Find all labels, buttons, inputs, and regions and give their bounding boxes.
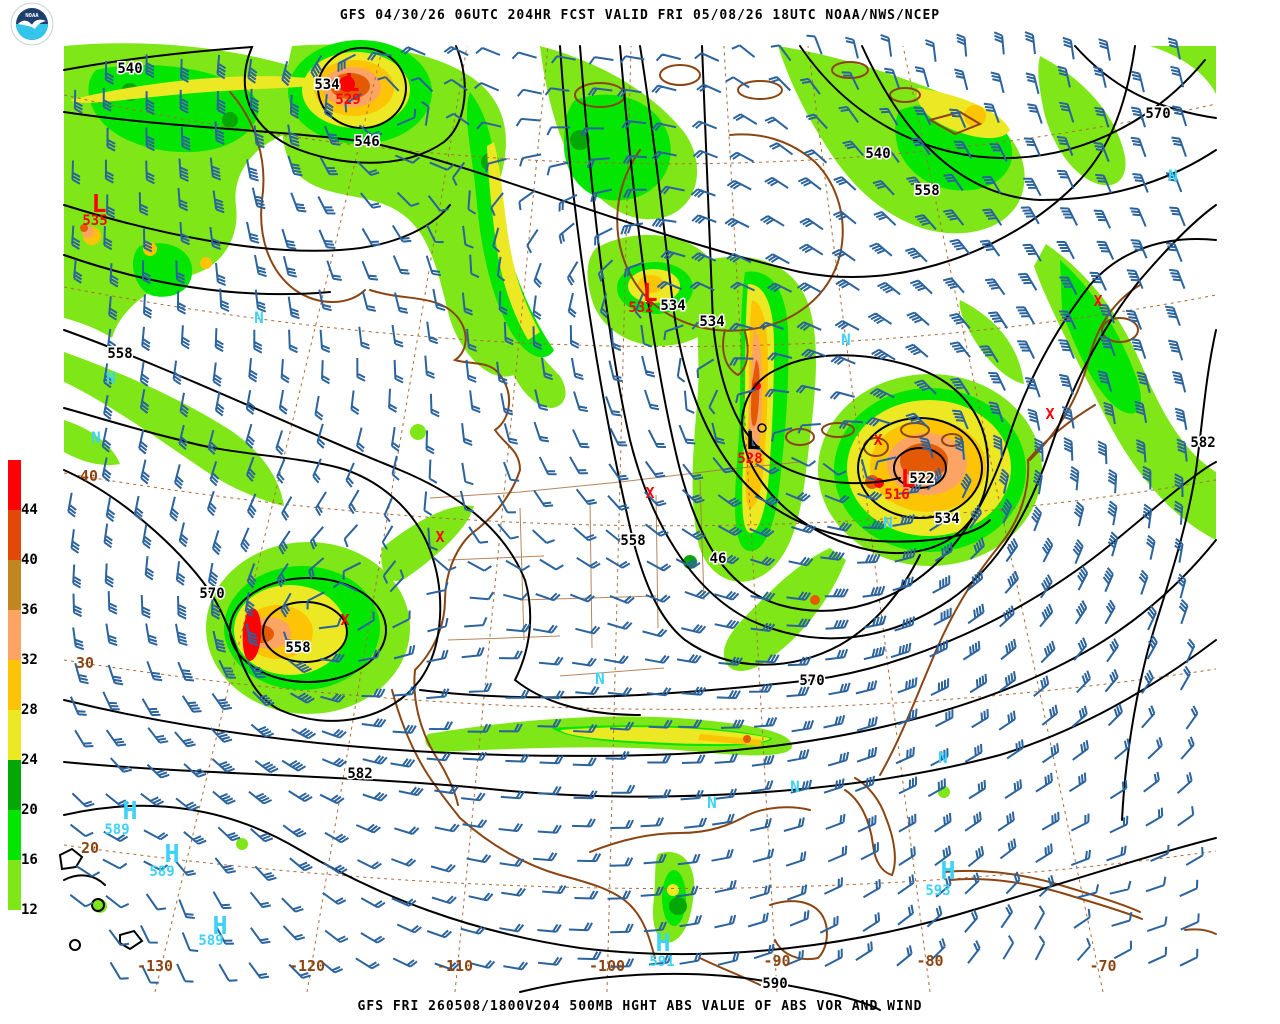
colorbar-segment	[8, 860, 21, 910]
vort-min-mark: N	[91, 428, 101, 447]
top-title: GFS 04/30/26 06UTC 204HR FCST VALID FRI …	[339, 8, 941, 23]
contour-label: 546	[354, 134, 379, 150]
longitude-label: -70	[1089, 957, 1116, 975]
low-center-symbol: L	[642, 278, 657, 307]
high-center-value: 591	[649, 954, 674, 970]
vort-min-mark: N	[254, 308, 264, 327]
contour-label: 534	[660, 298, 685, 314]
vorticity-shading	[64, 40, 1216, 943]
vort-min-mark: N	[106, 368, 116, 387]
longitude-label: -120	[289, 957, 325, 975]
vort-min-mark: N	[1168, 166, 1178, 185]
colorbar-label: 36	[21, 602, 38, 618]
vort-min-mark: N	[790, 777, 800, 796]
longitude-label: -90	[763, 952, 790, 970]
contour-label: 540	[117, 61, 142, 77]
low-center-value: 529	[335, 92, 360, 108]
high-center-value: 589	[104, 822, 129, 838]
contour-label: 558	[620, 533, 645, 549]
colorbar-segment	[8, 660, 21, 710]
contour-label: 558	[285, 640, 310, 656]
contour-label: 540	[865, 146, 890, 162]
high-center-symbol: H	[655, 928, 670, 957]
vort-max-mark: X	[435, 528, 444, 546]
wind-barb-field	[67, 31, 1204, 984]
state-borders	[429, 461, 801, 677]
contour-label: 534	[934, 511, 959, 527]
colorbar-segment	[8, 510, 21, 560]
contour-label: 522	[909, 471, 934, 487]
vort-max-mark: X	[1093, 292, 1102, 310]
vort-min-mark: N	[841, 330, 851, 349]
low-center-symbol: L	[344, 68, 359, 97]
colorbar-segments	[8, 460, 21, 960]
colorbar-label: 28	[21, 702, 38, 718]
colorbar-label: 40	[21, 552, 38, 568]
latitude-label: 30	[76, 654, 94, 672]
map-labels: 540 534 546 558 534 534 540 558 570 558 46 570 558 58…	[76, 60, 1217, 994]
colorbar-segment	[8, 760, 21, 810]
low-center-value: 532	[628, 300, 653, 316]
contour-label: 534	[314, 77, 339, 93]
high-center-value: 589	[198, 933, 223, 949]
noaa-logo-sea	[16, 24, 48, 40]
low-center-symbol: L	[745, 426, 760, 455]
high-center-symbol: H	[212, 911, 227, 940]
colorbar-segment	[8, 460, 21, 510]
colorbar-label: 24	[21, 752, 38, 768]
longitude-label: -100	[589, 957, 625, 975]
colorbar-label: 44	[21, 502, 38, 518]
noaa-bird-icon	[18, 19, 46, 29]
contour-label: 582	[347, 766, 372, 782]
high-center-value: 589	[149, 864, 174, 880]
vort-max-mark: X	[645, 484, 654, 502]
colorbar-segment	[8, 810, 21, 860]
contour-label: 570	[199, 586, 224, 602]
vort-min-mark: N	[707, 793, 717, 812]
vort-min-mark: N	[883, 513, 893, 532]
vort-min-mark: N	[595, 669, 605, 688]
low-center-symbol: L	[900, 464, 915, 493]
high-center-value: 593	[925, 883, 950, 899]
low-center-value: 516	[884, 487, 909, 503]
noaa-logo: NOAA	[10, 2, 54, 46]
colorbar-label: 12	[21, 902, 38, 918]
latitude-label: 40	[80, 467, 98, 485]
low-center-value: 528	[737, 451, 762, 467]
vorticity-colorbar: 44 40 36 32 28 24 20 16 12	[8, 460, 54, 970]
latitude-label: 20	[81, 839, 99, 857]
contour-label: 534	[699, 314, 724, 330]
colorbar-segment	[8, 710, 21, 760]
contour-label: 590	[762, 976, 787, 992]
vort-max-mark: X	[1045, 405, 1054, 423]
high-center-symbol: H	[122, 796, 137, 825]
vort-max-mark: X	[340, 611, 349, 629]
low-center-symbol: L	[91, 189, 106, 218]
high-center-symbol: H	[940, 856, 955, 885]
contour-label: 570	[1145, 106, 1170, 122]
colorbar-label: 32	[21, 652, 38, 668]
longitude-label: -80	[916, 952, 943, 970]
colorbar-label: 20	[21, 802, 38, 818]
vort-max-mark: X	[873, 431, 882, 449]
noaa-logo-text: NOAA	[25, 13, 39, 19]
low-center-value: 535	[82, 213, 107, 229]
high-center-symbol: H	[164, 839, 179, 868]
colorbar-segment	[8, 560, 21, 610]
longitude-label: -130	[137, 957, 173, 975]
colorbar-segment	[8, 910, 21, 960]
contour-label: 582	[1190, 435, 1215, 451]
colorbar-label: 16	[21, 852, 38, 868]
vort-min-mark: N	[938, 748, 948, 767]
contour-label: 46	[710, 551, 727, 567]
contour-label: 570	[799, 673, 824, 689]
colorbar-segment	[8, 610, 21, 660]
contour-label: 558	[107, 346, 132, 362]
wind-barbs	[67, 31, 1204, 984]
bottom-title: GFS FRI 260508/1800V204 500MB HGHT ABS V…	[357, 999, 923, 1014]
contour-label: 558	[914, 183, 939, 199]
longitude-label: -110	[437, 957, 473, 975]
